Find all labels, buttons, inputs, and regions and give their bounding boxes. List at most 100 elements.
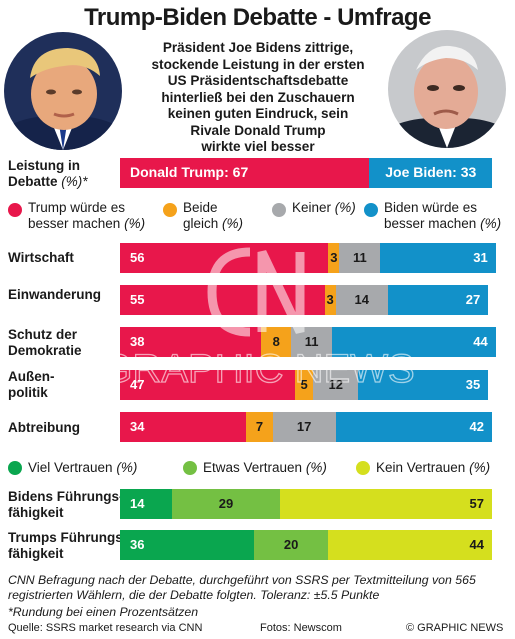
issue-bar-segment (324, 285, 336, 315)
issue-bar-segment (335, 285, 388, 315)
performance-label-line: Leistung in (8, 158, 80, 173)
legend-neither-unit: (%) (334, 200, 356, 215)
chart-subtitle: Präsident Joe Bidens zittrige, stockende… (132, 40, 384, 156)
performance-biden-label: Joe Biden: 33 (385, 164, 477, 180)
legend-neither-line: Keiner (292, 200, 332, 215)
issue-label-wirtschaft: Wirtschaft (8, 250, 74, 266)
issue-bar-segment (120, 285, 325, 315)
legend-neither: Keiner (%) (292, 200, 356, 216)
footer-photos: Fotos: Newscom (260, 622, 342, 634)
performance-label: Leistung in Debatte (%)* (8, 158, 88, 190)
trust-value-label: 36 (130, 537, 145, 552)
trust-bar-segment (328, 530, 492, 560)
issue-value-label: 44 (473, 334, 488, 349)
legend-very-unit: (%) (116, 460, 138, 475)
trump-portrait (4, 32, 122, 150)
issue-bar-segment (358, 370, 489, 400)
trust-bar-segment (120, 530, 254, 560)
issue-bar-segment (328, 243, 340, 273)
legend-none-unit: (%) (469, 460, 491, 475)
chart-title: Trump-Biden Debatte - Umfrage (84, 4, 431, 31)
legend-some-unit: (%) (305, 460, 327, 475)
performance-label-unit: (%)* (61, 174, 88, 189)
legend-very: Viel Vertrauen (%) (28, 460, 137, 476)
issue-bar-segment (387, 285, 489, 315)
trust-label-biden: Bidens Führungs- fähigkeit (8, 489, 124, 521)
trust-label-line: fähigkeit (8, 505, 64, 520)
issue-value-label: 3 (330, 250, 338, 265)
legend-both-dot (163, 203, 177, 217)
trust-label-line: Trumps Führungs- (8, 530, 128, 545)
issue-bar-segment (246, 412, 273, 442)
subtitle-line: Rivale Donald Trump (190, 122, 326, 138)
issue-label-einwanderung: Einwanderung (8, 287, 101, 303)
subtitle-line: wirkte viel besser (201, 139, 315, 154)
performance-bar-trump (120, 158, 370, 188)
legend-some-label: Etwas Vertrauen (203, 460, 303, 475)
issue-bar-segment (332, 327, 496, 357)
issue-value-label: 47 (130, 377, 145, 392)
legend-trump-dot (8, 203, 22, 217)
trust-bar-segment (120, 489, 173, 519)
legend-some: Etwas Vertrauen (%) (203, 460, 327, 476)
legend-biden-unit: (%) (480, 216, 502, 231)
biden-portrait (388, 30, 506, 148)
issue-label-line: Wirtschaft (8, 250, 74, 265)
issue-bar-segment (335, 412, 492, 442)
legend-very-dot (8, 461, 22, 475)
issue-label-aussenpolitik: Außen- politik (8, 369, 55, 401)
performance-bar-biden (369, 158, 492, 188)
issue-value-label: 56 (130, 250, 145, 265)
issue-label-line: Schutz der (8, 327, 78, 342)
issue-bar-segment (120, 412, 247, 442)
legend-biden: Biden würde es besser machen (%) (384, 200, 501, 232)
issue-value-label: 34 (130, 419, 145, 434)
issue-value-label: 8 (272, 334, 280, 349)
performance-label-line: Debatte (8, 174, 58, 189)
legend-both-line: Beide (183, 200, 218, 215)
legend-neither-dot (272, 203, 286, 217)
footer-source: Quelle: SSRS market research via CNN (8, 622, 203, 634)
legend-trump-line: Trump würde es (28, 200, 126, 215)
trust-value-label: 57 (469, 496, 484, 511)
issue-value-label: 3 (326, 292, 334, 307)
issue-label-line: Abtreibung (8, 420, 80, 435)
subtitle-line: US Präsidentschaftsdebatte (167, 73, 349, 88)
issue-label-line: Einwanderung (8, 287, 102, 302)
trust-value-label: 20 (283, 537, 299, 552)
issue-value-label: 5 (300, 377, 308, 392)
legend-trump: Trump würde es besser machen (%) (28, 200, 145, 232)
legend-biden-line: Biden würde es (384, 200, 478, 215)
subtitle-line: hinterließ bei den Zuschauern (161, 89, 355, 105)
method-note: CNN Befragung nach der Debatte, durchgef… (8, 573, 476, 620)
issue-label-demokratie: Schutz der Demokratie (8, 327, 82, 359)
issue-bar-segment (120, 370, 295, 400)
issue-label-line: Demokratie (8, 343, 82, 358)
legend-both-line: gleich (183, 216, 219, 231)
issue-label-abtreibung: Abtreibung (8, 420, 80, 436)
issue-bar-segment (339, 243, 381, 273)
legend-none-dot (356, 461, 370, 475)
legend-some-dot (183, 461, 197, 475)
issue-value-label: 38 (130, 334, 145, 349)
legend-biden-dot (364, 203, 378, 217)
issue-value-label: 11 (304, 334, 319, 349)
subtitle-line: stockende Leistung in der ersten (151, 56, 365, 72)
note-line: CNN Befragung nach der Debatte, durchgef… (8, 573, 476, 587)
trust-bar-segment (253, 530, 329, 560)
legend-trump-line: besser machen (28, 216, 121, 231)
legend-none-label: Kein Vertrauen (376, 460, 466, 475)
legend-trump-unit: (%) (124, 216, 146, 231)
issue-value-label: 55 (130, 292, 145, 307)
note-line: registrierten Wählern, die der Debatte f… (8, 588, 380, 602)
trust-value-label: 29 (218, 496, 234, 511)
legend-biden-line: besser machen (384, 216, 477, 231)
legend-none: Kein Vertrauen (%) (376, 460, 490, 476)
trust-bar-segment (172, 489, 280, 519)
issue-bar-segment (380, 243, 496, 273)
issue-bar-segment (313, 370, 359, 400)
subtitle-line: Präsident Joe Bidens zittrige, (162, 40, 354, 55)
footer-copyright: © GRAPHIC NEWS (406, 622, 504, 634)
issue-value-label: 31 (473, 250, 488, 265)
legend-both-unit: (%) (222, 216, 244, 231)
